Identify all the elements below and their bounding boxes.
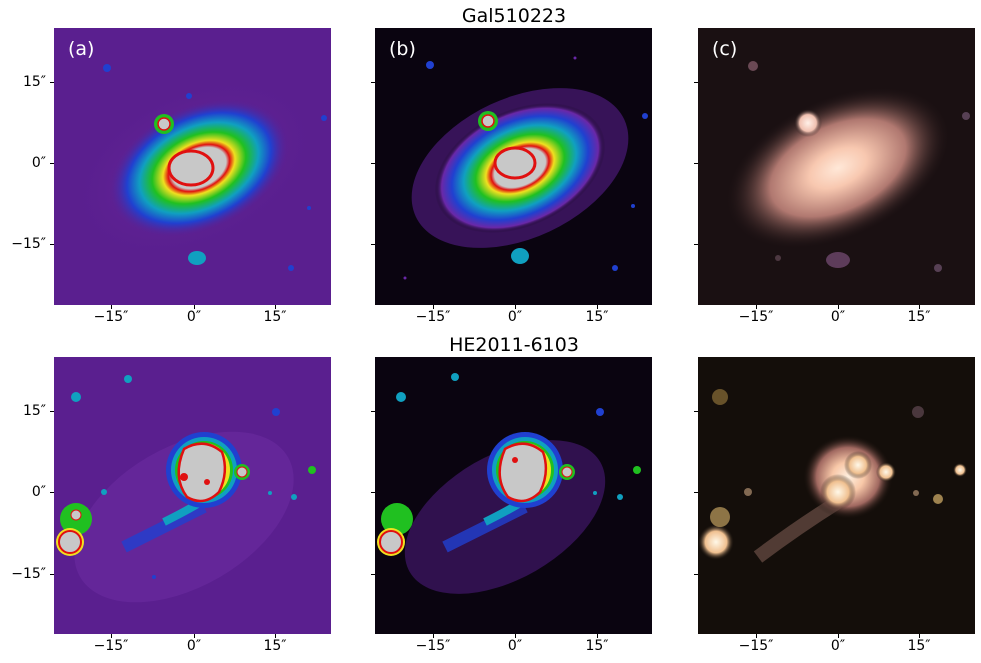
x-tick-label: 15″ xyxy=(585,638,609,654)
x-tick-mark xyxy=(194,305,195,309)
y-tick-mark xyxy=(694,411,698,412)
x-tick-label: 0″ xyxy=(830,638,846,654)
galaxy-image-rgb xyxy=(698,357,975,634)
x-tick-mark xyxy=(111,305,112,309)
x-tick-mark xyxy=(194,634,195,638)
x-tick-mark xyxy=(275,305,276,309)
y-tick-mark xyxy=(371,492,375,493)
x-tick-label: 0″ xyxy=(507,638,523,654)
y-tick-mark xyxy=(371,244,375,245)
y-tick-mark xyxy=(50,574,54,575)
galaxy-image-false-color xyxy=(54,28,331,305)
x-tick-mark xyxy=(597,305,598,309)
y-tick-mark xyxy=(694,82,698,83)
panel-bottom-c xyxy=(698,357,975,634)
x-tick-mark xyxy=(275,634,276,638)
y-tick-mark xyxy=(371,574,375,575)
x-tick-label: 15″ xyxy=(263,638,287,654)
x-tick-mark xyxy=(838,305,839,309)
y-tick-mark xyxy=(50,244,54,245)
panel-label-b: (b) xyxy=(389,38,416,60)
x-tick-mark xyxy=(838,634,839,638)
x-tick-mark xyxy=(433,634,434,638)
x-tick-mark xyxy=(919,305,920,309)
y-tick-label: 0″ xyxy=(31,155,46,171)
panel-top-c: (c) xyxy=(698,28,975,305)
panel-bottom-a xyxy=(54,357,331,634)
x-tick-label: 0″ xyxy=(186,638,202,654)
y-tick-label: 0″ xyxy=(31,484,46,500)
galaxy-image-false-color xyxy=(54,357,331,634)
panel-label-a: (a) xyxy=(68,38,95,60)
x-tick-mark xyxy=(597,634,598,638)
y-tick-mark xyxy=(694,244,698,245)
y-tick-mark xyxy=(694,492,698,493)
x-tick-label: 15″ xyxy=(907,309,931,325)
x-tick-mark xyxy=(756,305,757,309)
row-title-bottom: HE2011-6103 xyxy=(449,334,579,356)
row-title-top: Gal510223 xyxy=(461,5,567,27)
x-tick-label: −15″ xyxy=(738,638,774,654)
y-tick-mark xyxy=(694,163,698,164)
y-tick-label: −15″ xyxy=(11,566,46,582)
galaxy-image-false-color-dark xyxy=(375,357,652,634)
y-tick-mark xyxy=(50,411,54,412)
y-tick-label: 15″ xyxy=(22,74,46,90)
y-tick-mark xyxy=(694,574,698,575)
x-tick-label: −15″ xyxy=(415,309,451,325)
y-tick-label: −15″ xyxy=(11,236,46,252)
x-tick-label: 15″ xyxy=(263,309,287,325)
x-tick-label: −15″ xyxy=(93,309,129,325)
x-tick-mark xyxy=(111,634,112,638)
galaxy-image-false-color-dark xyxy=(375,28,652,305)
panel-top-b: (b) xyxy=(375,28,652,305)
x-tick-label: 0″ xyxy=(186,309,202,325)
x-tick-label: 0″ xyxy=(507,309,523,325)
y-tick-mark xyxy=(371,82,375,83)
x-tick-label: 0″ xyxy=(830,309,846,325)
y-tick-label: 15″ xyxy=(22,403,46,419)
x-tick-mark xyxy=(756,634,757,638)
x-tick-mark xyxy=(515,634,516,638)
x-tick-label: −15″ xyxy=(415,638,451,654)
x-tick-mark xyxy=(433,305,434,309)
y-tick-mark xyxy=(50,163,54,164)
y-tick-mark xyxy=(371,163,375,164)
x-tick-mark xyxy=(919,634,920,638)
y-tick-mark xyxy=(371,411,375,412)
galaxy-image-rgb xyxy=(698,28,975,305)
x-tick-label: −15″ xyxy=(738,309,774,325)
y-tick-mark xyxy=(50,82,54,83)
panel-bottom-b xyxy=(375,357,652,634)
panel-top-a: (a) xyxy=(54,28,331,305)
panel-label-c: (c) xyxy=(712,38,738,60)
x-tick-mark xyxy=(515,305,516,309)
x-tick-label: 15″ xyxy=(907,638,931,654)
x-tick-label: −15″ xyxy=(93,638,129,654)
x-tick-label: 15″ xyxy=(585,309,609,325)
y-tick-mark xyxy=(50,492,54,493)
